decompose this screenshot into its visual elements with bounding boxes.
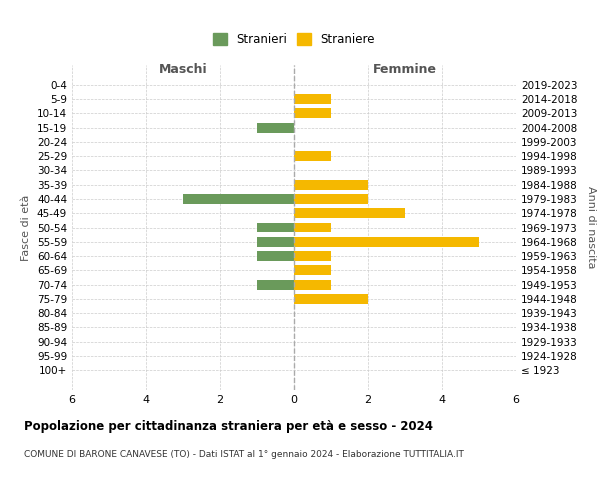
Y-axis label: Fasce di età: Fasce di età: [22, 194, 31, 260]
Bar: [257, 280, 294, 289]
Legend: Stranieri, Straniere: Stranieri, Straniere: [208, 28, 380, 51]
Y-axis label: Anni di nascita: Anni di nascita: [586, 186, 596, 269]
Text: Femmine: Femmine: [373, 63, 437, 76]
Bar: [294, 280, 331, 289]
Text: COMUNE DI BARONE CANAVESE (TO) - Dati ISTAT al 1° gennaio 2024 - Elaborazione TU: COMUNE DI BARONE CANAVESE (TO) - Dati IS…: [24, 450, 464, 459]
Bar: [257, 237, 294, 247]
Bar: [294, 222, 331, 232]
Text: Maschi: Maschi: [158, 63, 208, 76]
Bar: [294, 180, 368, 190]
Bar: [294, 251, 331, 261]
Bar: [294, 194, 368, 204]
Bar: [257, 122, 294, 132]
Bar: [294, 151, 331, 161]
Bar: [294, 94, 331, 104]
Bar: [294, 237, 479, 247]
Bar: [183, 194, 294, 204]
Bar: [257, 251, 294, 261]
Text: Popolazione per cittadinanza straniera per età e sesso - 2024: Popolazione per cittadinanza straniera p…: [24, 420, 433, 433]
Bar: [294, 266, 331, 276]
Bar: [294, 294, 368, 304]
Bar: [257, 222, 294, 232]
Bar: [294, 108, 331, 118]
Bar: [294, 208, 405, 218]
